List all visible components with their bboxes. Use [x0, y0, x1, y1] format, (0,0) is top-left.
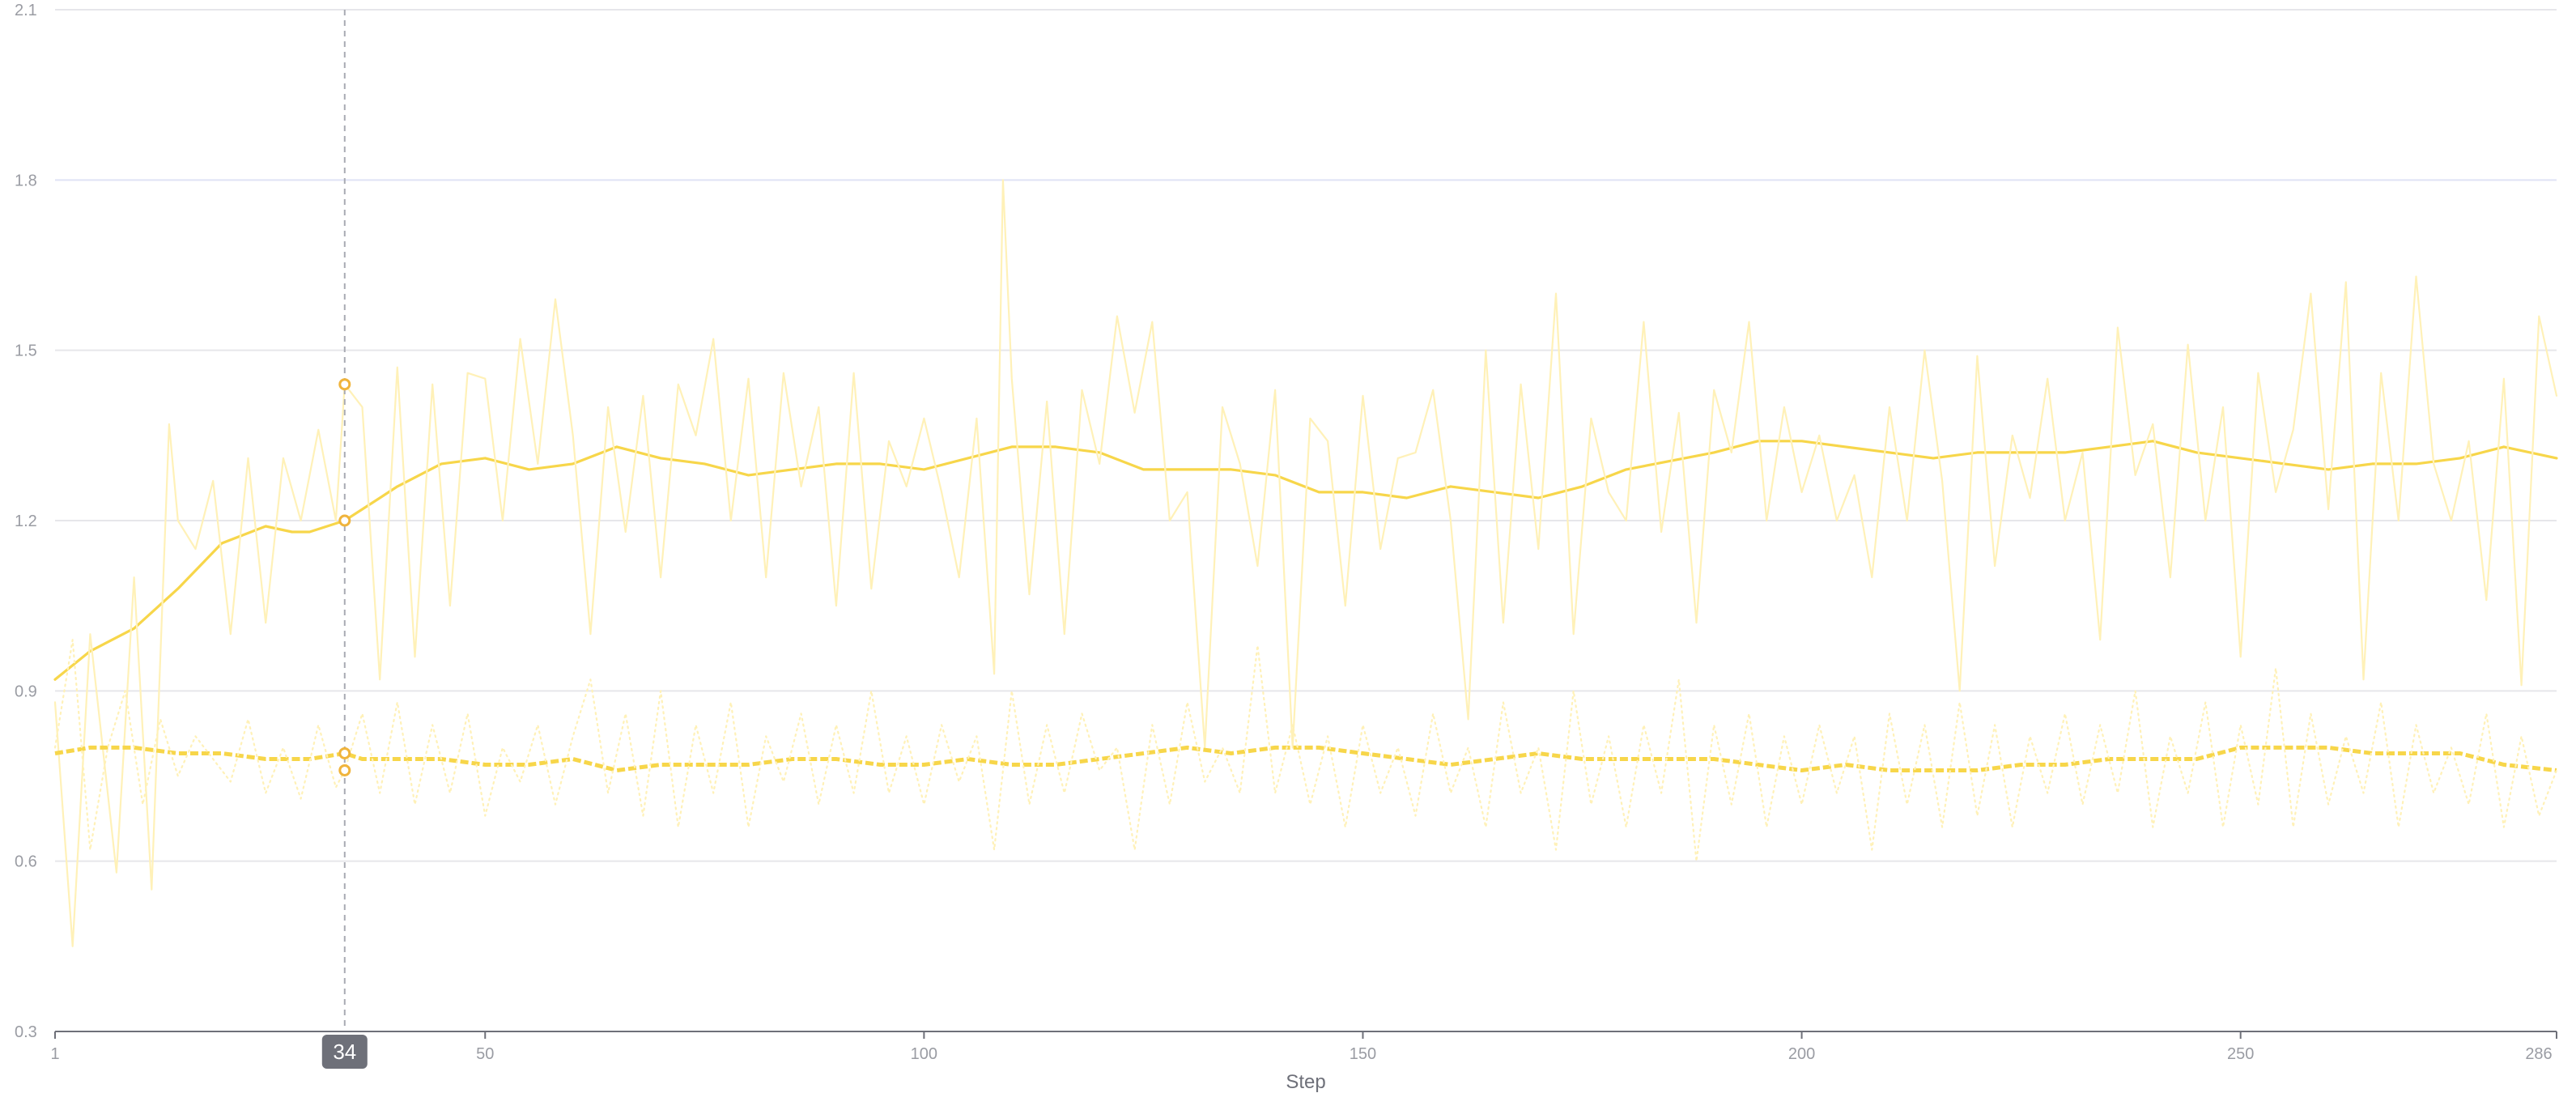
y-tick-label: 0.9: [15, 683, 37, 700]
gridlines: [55, 9, 2557, 862]
axes: 0.30.60.91.21.51.82.11 50 100 150 200 250 286S…: [15, 2, 2557, 1093]
x-tick-label: 250: [2227, 1045, 2254, 1063]
cursor-marker: [338, 514, 351, 527]
y-tick-label: 1.2: [15, 512, 37, 530]
x-tick-label: 150: [1350, 1045, 1376, 1063]
x-tick-label: 50: [476, 1045, 494, 1063]
y-tick-label: 0.3: [15, 1023, 37, 1041]
cursor: 34: [321, 10, 368, 1069]
series-line-raw-solid[interactable]: [53, 179, 2558, 947]
cursor-marker: [338, 763, 351, 776]
x-axis-title: Step: [1286, 1071, 1325, 1093]
x-tick-label: 200: [1788, 1045, 1815, 1063]
series-line-raw-dotted[interactable]: [53, 639, 2558, 862]
series-group: [53, 179, 2558, 947]
x-tick-label: 1: [50, 1045, 59, 1063]
cursor-marker: [338, 378, 351, 391]
series-line-smoothed-solid[interactable]: [53, 440, 2558, 681]
y-tick-label: 2.1: [15, 2, 37, 19]
x-tick-label: 100: [911, 1045, 937, 1063]
cursor-step-label: 34: [333, 1040, 356, 1064]
x-tick-label: 286: [2525, 1045, 2552, 1063]
y-tick-label: 1.8: [15, 172, 37, 189]
cursor-marker: [338, 746, 351, 759]
cursor-step-badge: [321, 1035, 368, 1069]
series-line-smoothed-dashed[interactable]: [54, 745, 2557, 772]
y-tick-label: 0.6: [15, 853, 37, 871]
y-tick-label: 1.5: [15, 342, 37, 360]
